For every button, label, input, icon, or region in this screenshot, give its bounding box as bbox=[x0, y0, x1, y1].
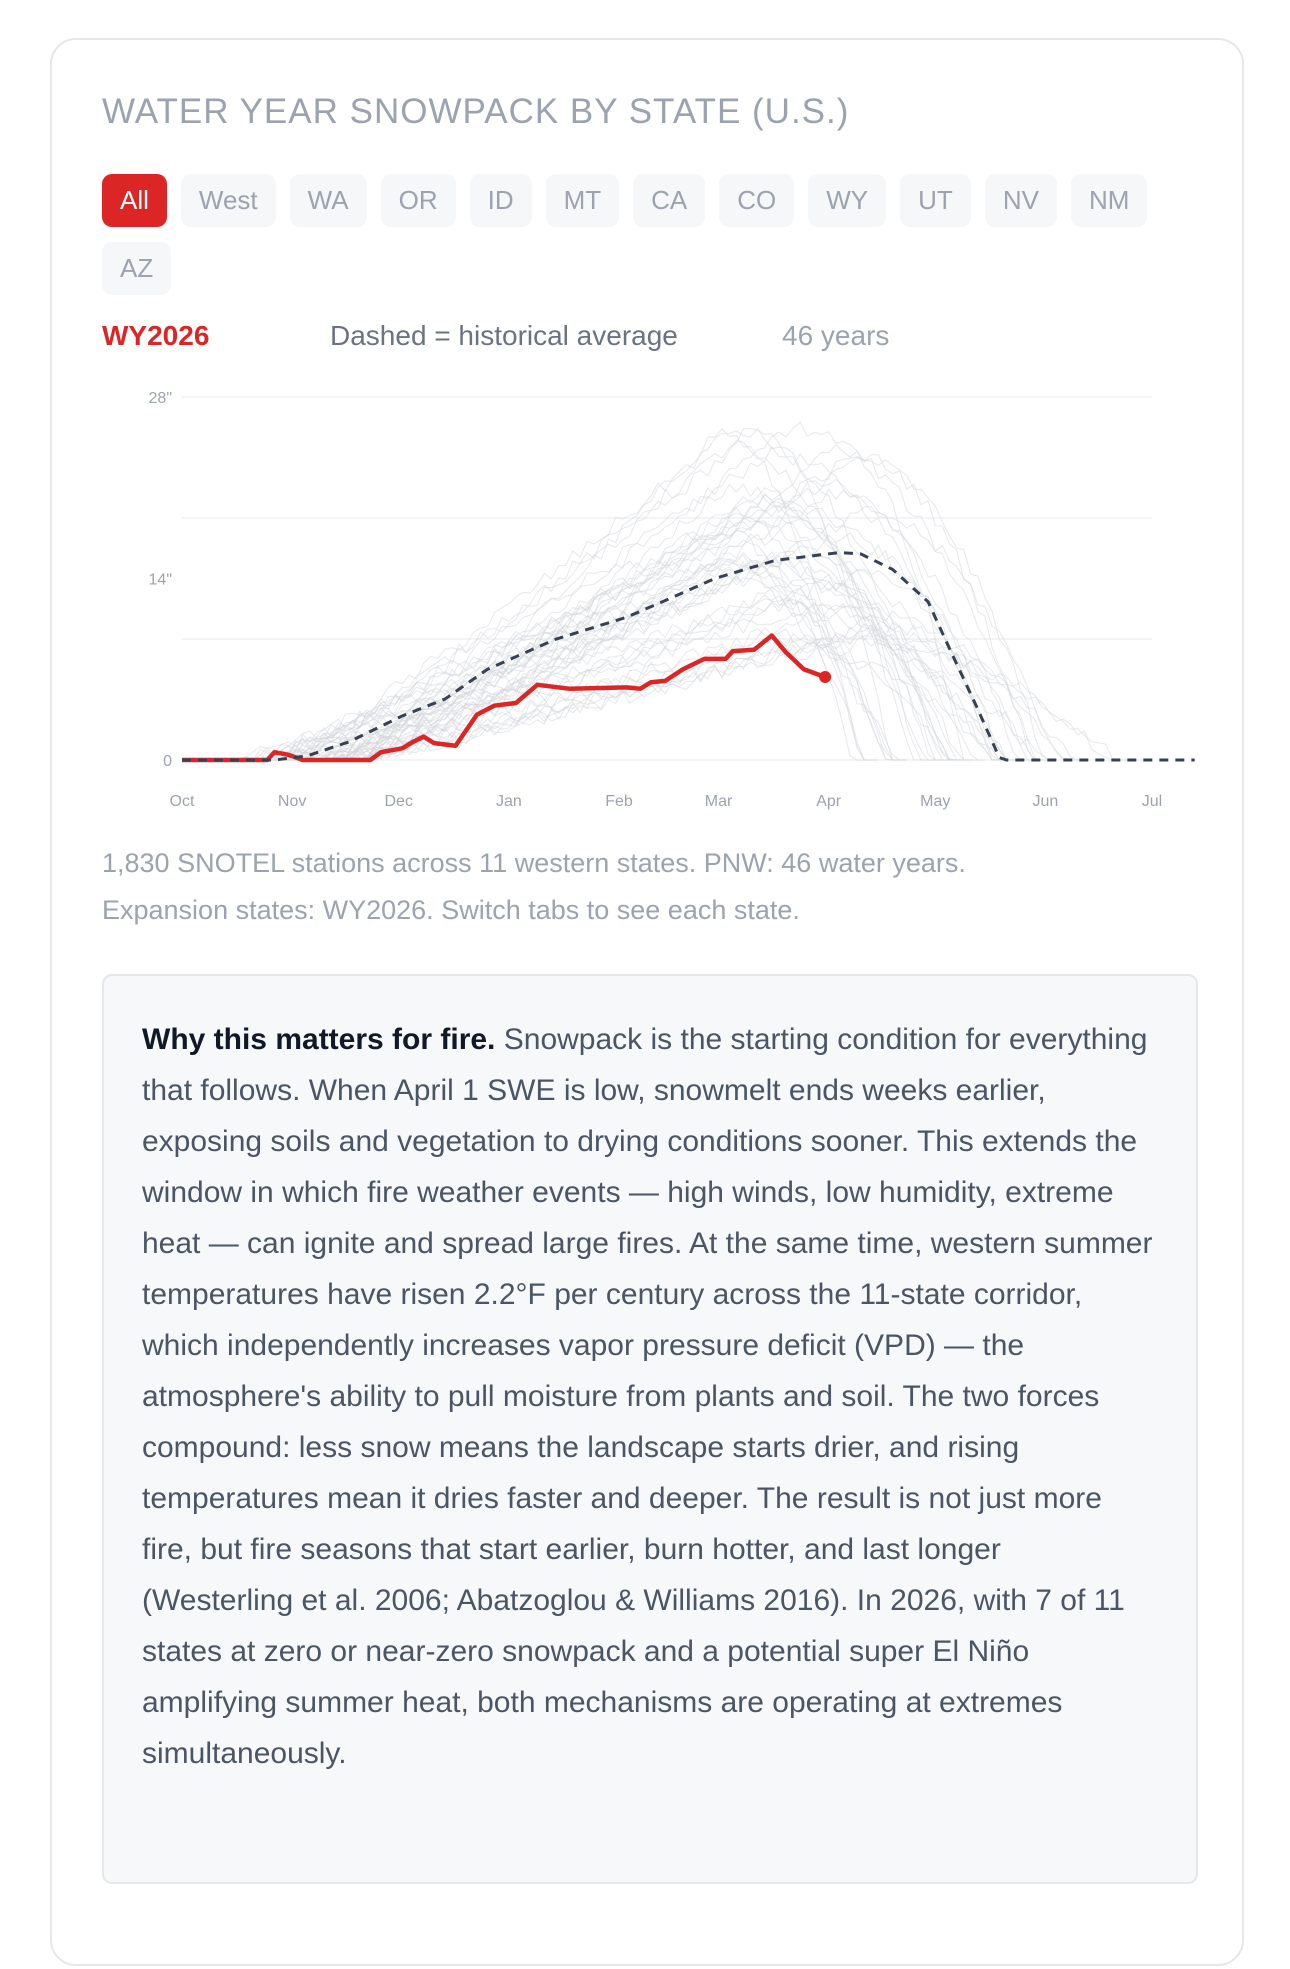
explainer-heading: Why this matters for fire. bbox=[142, 1023, 496, 1056]
chart-caption: 1,830 SNOTEL stations across 11 western … bbox=[102, 840, 1212, 934]
tab-nm[interactable]: NM bbox=[1070, 174, 1148, 227]
snowpack-chart: 0 14" 28" Oct Nov Dec Jan Feb Mar Apr May Jun Jul bbox=[149, 390, 1195, 810]
y-tick-label: 0 bbox=[163, 753, 172, 770]
historical-year-line bbox=[182, 428, 907, 761]
historical-year-line bbox=[182, 487, 943, 761]
tab-ca[interactable]: CA bbox=[633, 174, 706, 227]
tab-nv[interactable]: NV bbox=[984, 174, 1057, 227]
historical-year-line bbox=[182, 602, 1085, 761]
state-tabs: All West WA OR ID MT CA CO WY UT NV NM AZ bbox=[102, 174, 1222, 295]
tab-all[interactable]: All bbox=[102, 174, 167, 227]
tab-mt[interactable]: MT bbox=[545, 174, 620, 227]
historical-average-line bbox=[182, 551, 1195, 762]
historical-year-line bbox=[182, 440, 929, 761]
snowpack-card: WATER YEAR SNOWPACK BY STATE (U.S.) All W… bbox=[50, 38, 1244, 1966]
historical-year-line bbox=[182, 478, 1014, 761]
tab-id[interactable]: ID bbox=[469, 174, 532, 227]
x-tick-label: Nov bbox=[278, 793, 306, 810]
historical-year-line bbox=[182, 594, 1021, 761]
historical-year-line bbox=[182, 604, 1085, 761]
tab-co[interactable]: CO bbox=[719, 174, 795, 227]
current-year-line bbox=[182, 633, 826, 763]
caption-line-2: Expansion states: WY2026. Switch tabs to… bbox=[102, 895, 800, 925]
legend-year-count: 46 years bbox=[782, 320, 890, 351]
x-tick-label: Feb bbox=[605, 793, 633, 810]
tab-west[interactable]: West bbox=[180, 174, 276, 227]
x-tick-label: Dec bbox=[385, 793, 413, 810]
x-tick-label: Mar bbox=[705, 793, 733, 810]
caption-line-1: 1,830 SNOTEL stations across 11 western … bbox=[102, 848, 966, 878]
y-tick-label: 28" bbox=[149, 390, 172, 407]
x-tick-label: Jun bbox=[1033, 793, 1059, 810]
legend-dashed-note: Dashed = historical average bbox=[330, 320, 678, 351]
historical-year-line bbox=[182, 427, 957, 761]
x-tick-label: Apr bbox=[816, 793, 842, 810]
historical-year-line bbox=[182, 599, 1014, 761]
tab-ut[interactable]: UT bbox=[900, 174, 971, 227]
fire-explainer: Why this matters for fire. Snowpack is t… bbox=[102, 974, 1198, 1884]
historical-year-line bbox=[182, 454, 1042, 761]
x-tick-label: Jan bbox=[496, 793, 522, 810]
x-tick-label: Jul bbox=[1142, 793, 1162, 810]
tab-or[interactable]: OR bbox=[380, 174, 456, 227]
historical-year-line bbox=[182, 557, 1007, 761]
tab-wa[interactable]: WA bbox=[289, 174, 367, 227]
x-tick-label: May bbox=[920, 793, 950, 810]
current-year-endpoint bbox=[819, 671, 832, 684]
tab-wy[interactable]: WY bbox=[808, 174, 887, 227]
x-tick-label: Oct bbox=[170, 793, 195, 810]
historical-year-line bbox=[182, 514, 936, 761]
y-tick-label: 14" bbox=[149, 572, 172, 589]
historical-year-line bbox=[182, 545, 1021, 761]
explainer-body: Snowpack is the starting condition for e… bbox=[142, 1023, 1153, 1770]
card-title: WATER YEAR SNOWPACK BY STATE (U.S.) bbox=[102, 92, 850, 131]
tab-az[interactable]: AZ bbox=[102, 242, 172, 295]
legend-current-year: WY2026 bbox=[102, 320, 210, 351]
